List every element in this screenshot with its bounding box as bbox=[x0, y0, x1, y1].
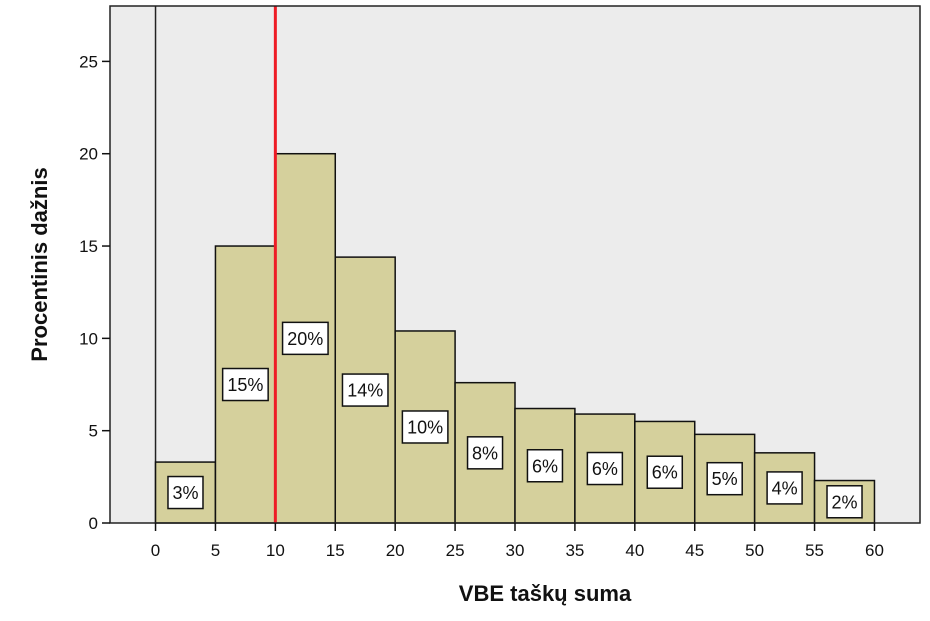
data-label-text: 2% bbox=[832, 492, 858, 512]
data-label-box bbox=[466, 436, 504, 470]
x-axis-ticks: 0 5 10 15 20 25 30 35 40 45 50 55 60 bbox=[151, 523, 884, 560]
data-label-box bbox=[766, 471, 803, 505]
x-tick-label: 5 bbox=[211, 541, 220, 560]
x-tick-label: 0 bbox=[151, 541, 160, 560]
data-label-box bbox=[281, 321, 329, 356]
data-label-box bbox=[221, 367, 269, 402]
data-label-box bbox=[526, 449, 564, 483]
data-label: 10% bbox=[401, 410, 449, 444]
data-label-text: 15% bbox=[227, 375, 263, 395]
data-label-text: 20% bbox=[287, 329, 323, 349]
data-label: 2% bbox=[826, 485, 863, 519]
data-label: 6% bbox=[586, 451, 624, 486]
data-label: 14% bbox=[341, 373, 389, 407]
x-tick-label: 35 bbox=[565, 541, 584, 560]
y-tick-label: 15 bbox=[79, 237, 98, 256]
y-tick-label: 20 bbox=[79, 145, 98, 164]
data-label-text: 4% bbox=[772, 478, 798, 498]
data-label: 15% bbox=[221, 367, 269, 402]
data-label-box bbox=[646, 455, 684, 489]
data-label-box bbox=[167, 475, 204, 510]
x-tick-label: 15 bbox=[326, 541, 345, 560]
x-axis-title: VBE taškų suma bbox=[459, 581, 632, 606]
x-tick-label: 40 bbox=[625, 541, 644, 560]
data-label-text: 6% bbox=[532, 456, 558, 476]
x-tick-label: 60 bbox=[865, 541, 884, 560]
data-label: 5% bbox=[706, 461, 743, 496]
y-tick-label: 5 bbox=[89, 422, 98, 441]
x-tick-label: 55 bbox=[805, 541, 824, 560]
data-label-box bbox=[706, 461, 743, 496]
data-label-box bbox=[586, 451, 624, 486]
y-tick-label: 0 bbox=[89, 514, 98, 533]
y-tick-label: 10 bbox=[79, 329, 98, 348]
x-tick-label: 10 bbox=[266, 541, 285, 560]
data-label-text: 14% bbox=[347, 381, 383, 401]
y-tick-label: 25 bbox=[79, 52, 98, 71]
y-axis-title: Procentinis dažnis bbox=[27, 167, 52, 361]
x-tick-label: 50 bbox=[745, 541, 764, 560]
data-label: 6% bbox=[646, 455, 684, 489]
data-label-text: 3% bbox=[172, 483, 198, 503]
data-label-text: 10% bbox=[407, 417, 443, 437]
y-axis-ticks: 0 5 10 15 20 25 bbox=[79, 52, 110, 533]
x-tick-label: 20 bbox=[386, 541, 405, 560]
data-label-text: 6% bbox=[592, 459, 618, 479]
data-label: 4% bbox=[766, 471, 803, 505]
data-label-text: 6% bbox=[652, 463, 678, 483]
data-labels-group: 3% 15% 20% 14% 10% 8% 6% 6% 6% 5% 4% 2% bbox=[167, 321, 863, 519]
data-label-box bbox=[401, 410, 449, 444]
data-label: 8% bbox=[466, 436, 504, 470]
data-label-box bbox=[826, 485, 863, 519]
histogram-bar bbox=[753, 452, 816, 524]
data-label: 20% bbox=[281, 321, 329, 356]
x-tick-label: 45 bbox=[685, 541, 704, 560]
x-tick-label: 25 bbox=[446, 541, 465, 560]
data-label: 6% bbox=[526, 449, 564, 483]
data-label-text: 8% bbox=[472, 443, 498, 463]
data-label: 3% bbox=[167, 475, 204, 510]
x-tick-label: 30 bbox=[506, 541, 525, 560]
data-label-box bbox=[341, 373, 389, 407]
data-label-text: 5% bbox=[712, 469, 738, 489]
